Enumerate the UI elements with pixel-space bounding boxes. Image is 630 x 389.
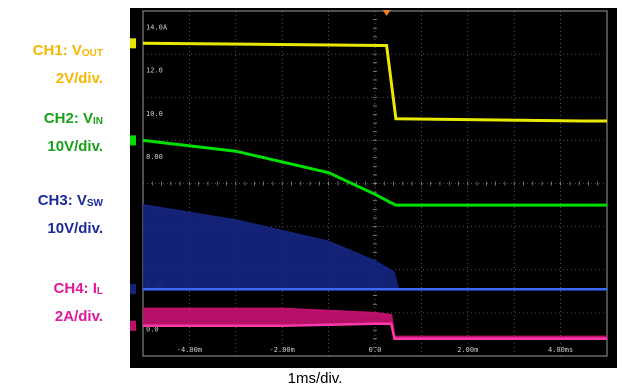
series-2-ground-marker: [130, 135, 136, 146]
series-4-envelope: [143, 307, 607, 338]
y-tick-label: 8.00: [146, 153, 163, 161]
x-tick-label: 0.0: [369, 346, 382, 354]
series-2-line: [142, 138, 607, 207]
y-tick-label: 14.0A: [146, 24, 168, 32]
series-1-ground-marker: [130, 38, 136, 49]
ch3-scale: 10V/div.: [47, 220, 103, 237]
ch3-label: CH3: VSW: [37, 192, 103, 209]
ch1-scale: 2V/div.: [55, 70, 103, 87]
series-3-envelope: [142, 204, 607, 291]
ch2-scale: 10V/div.: [47, 138, 103, 155]
oscilloscope-screen: 0.02.008.0010.012.014.0A-4.00m-2.00m0.02…: [130, 8, 617, 368]
series-1-line: [142, 41, 607, 123]
x-tick-label: -2.00m: [270, 346, 295, 354]
x-axis-caption: 1ms/div.: [287, 370, 343, 387]
ch4-scale: 2A/div.: [54, 308, 103, 325]
y-tick-label: 0.0: [146, 325, 159, 333]
ch2-label: CH2: VIN: [43, 110, 103, 127]
x-tick-label: 4.00ms: [548, 346, 573, 354]
ch4-label: CH4: IL: [53, 280, 103, 297]
ch2-legend: CH2: VIN 10V/div.: [8, 110, 103, 156]
waveform-plot: 0.02.008.0010.012.014.0A-4.00m-2.00m0.02…: [130, 10, 608, 357]
series-4-ground-marker: [130, 320, 136, 331]
x-tick-label: -4.00m: [177, 346, 202, 354]
ch3-legend: CH3: VSW 10V/div.: [8, 192, 103, 238]
y-tick-label: 12.0: [146, 67, 163, 75]
x-tick-label: 2.00m: [457, 346, 478, 354]
y-tick-label: 10.0: [146, 110, 163, 118]
series-4-line: [143, 322, 607, 341]
series-3-ground-marker: [130, 284, 136, 295]
trigger-marker-icon: [382, 10, 391, 16]
ch1-label: CH1: VOUT: [32, 42, 103, 59]
ch1-legend: CH1: VOUT 2V/div.: [8, 42, 103, 88]
ch4-legend: CH4: IL 2A/div.: [8, 280, 103, 326]
